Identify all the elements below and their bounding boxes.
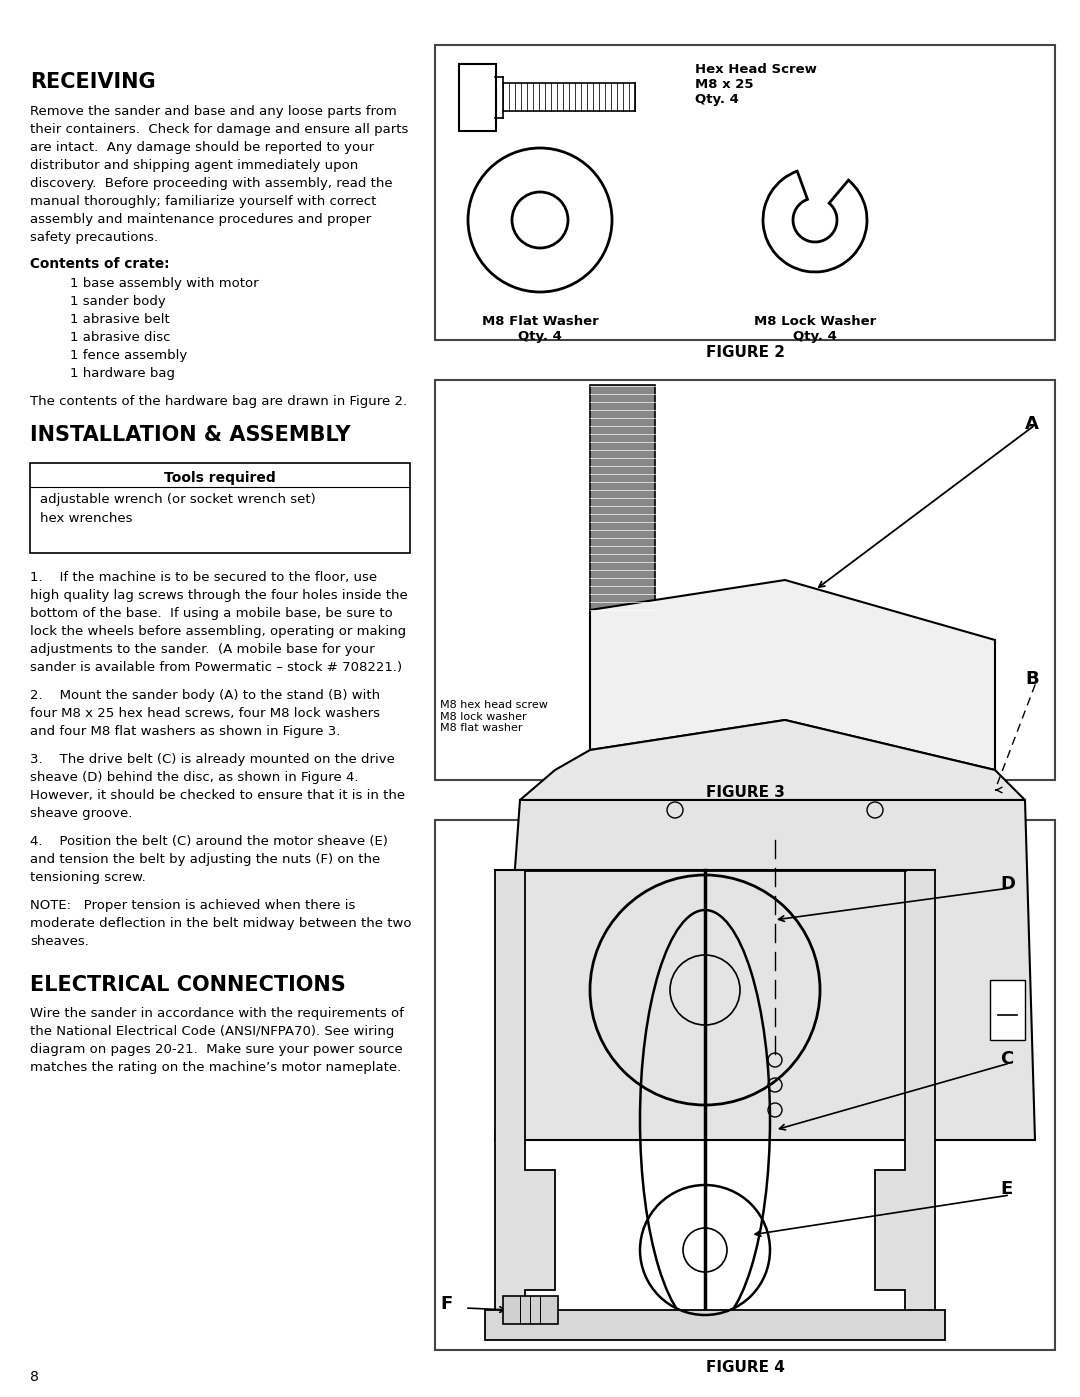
Text: distributor and shipping agent immediately upon: distributor and shipping agent immediate… <box>30 159 359 172</box>
Text: Remove the sander and base and any loose parts from: Remove the sander and base and any loose… <box>30 105 396 117</box>
Polygon shape <box>590 580 995 770</box>
Text: 8: 8 <box>30 1370 39 1384</box>
Bar <box>990 981 1025 1039</box>
FancyBboxPatch shape <box>459 64 496 131</box>
Text: 1 abrasive belt: 1 abrasive belt <box>70 313 170 326</box>
Text: sheave groove.: sheave groove. <box>30 807 133 820</box>
Text: sheaves.: sheaves. <box>30 935 89 949</box>
Text: M8 Lock Washer
Qty. 4: M8 Lock Washer Qty. 4 <box>754 314 876 344</box>
Text: 2.    Mount the sander body (A) to the stand (B) with: 2. Mount the sander body (A) to the stan… <box>30 689 380 703</box>
Polygon shape <box>495 870 555 1320</box>
Text: the National Electrical Code (ANSI/NFPA70). See wiring: the National Electrical Code (ANSI/NFPA7… <box>30 1025 394 1038</box>
Text: tensioning screw.: tensioning screw. <box>30 870 146 884</box>
Polygon shape <box>485 1310 945 1340</box>
Text: F: F <box>440 1295 453 1313</box>
Polygon shape <box>495 800 1035 1140</box>
Text: ELECTRICAL CONNECTIONS: ELECTRICAL CONNECTIONS <box>30 975 346 995</box>
Text: sheave (D) behind the disc, as shown in Figure 4.: sheave (D) behind the disc, as shown in … <box>30 771 359 784</box>
Text: moderate deflection in the belt midway between the two: moderate deflection in the belt midway b… <box>30 916 411 930</box>
Bar <box>590 386 654 610</box>
Bar <box>30 462 410 553</box>
Text: 1.    If the machine is to be secured to the floor, use: 1. If the machine is to be secured to th… <box>30 571 377 584</box>
Bar <box>435 820 1055 1350</box>
Bar <box>503 1296 558 1324</box>
Text: hex wrenches: hex wrenches <box>40 511 133 525</box>
Text: four M8 x 25 hex head screws, four M8 lock washers: four M8 x 25 hex head screws, four M8 lo… <box>30 707 380 719</box>
Text: adjustments to the sander.  (A mobile base for your: adjustments to the sander. (A mobile bas… <box>30 643 375 657</box>
Text: high quality lag screws through the four holes inside the: high quality lag screws through the four… <box>30 590 408 602</box>
Text: M8 hex head screw
M8 lock washer
M8 flat washer: M8 hex head screw M8 lock washer M8 flat… <box>440 700 548 733</box>
Text: The contents of the hardware bag are drawn in Figure 2.: The contents of the hardware bag are dra… <box>30 395 407 408</box>
Text: safety precautions.: safety precautions. <box>30 231 158 244</box>
Text: matches the rating on the machine’s motor nameplate.: matches the rating on the machine’s moto… <box>30 1060 402 1074</box>
Text: Wire the sander in accordance with the requirements of: Wire the sander in accordance with the r… <box>30 1007 404 1020</box>
Text: M8 Flat Washer
Qty. 4: M8 Flat Washer Qty. 4 <box>482 314 598 344</box>
Text: B: B <box>1025 671 1039 687</box>
Text: NOTE:   Proper tension is achieved when there is: NOTE: Proper tension is achieved when th… <box>30 900 355 912</box>
Text: Tools required: Tools required <box>164 471 275 485</box>
Text: FIGURE 3: FIGURE 3 <box>705 785 784 800</box>
Text: sander is available from Powermatic – stock # 708221.): sander is available from Powermatic – st… <box>30 661 402 673</box>
Text: 1 hardware bag: 1 hardware bag <box>70 367 175 380</box>
Bar <box>435 380 1055 780</box>
Text: diagram on pages 20-21.  Make sure your power source: diagram on pages 20-21. Make sure your p… <box>30 1044 403 1056</box>
Text: D: D <box>1000 875 1015 893</box>
Text: bottom of the base.  If using a mobile base, be sure to: bottom of the base. If using a mobile ba… <box>30 608 393 620</box>
Text: adjustable wrench (or socket wrench set): adjustable wrench (or socket wrench set) <box>40 493 315 506</box>
Text: Hex Head Screw
M8 x 25
Qty. 4: Hex Head Screw M8 x 25 Qty. 4 <box>696 63 816 106</box>
Text: RECEIVING: RECEIVING <box>30 73 156 92</box>
Text: A: A <box>1025 415 1039 433</box>
Text: C: C <box>1000 1051 1013 1067</box>
Text: 4.    Position the belt (C) around the motor sheave (E): 4. Position the belt (C) around the moto… <box>30 835 388 848</box>
Text: are intact.  Any damage should be reported to your: are intact. Any damage should be reporte… <box>30 141 374 154</box>
Text: lock the wheels before assembling, operating or making: lock the wheels before assembling, opera… <box>30 624 406 638</box>
Text: 3.    The drive belt (C) is already mounted on the drive: 3. The drive belt (C) is already mounted… <box>30 753 395 766</box>
Text: E: E <box>1000 1180 1012 1199</box>
Text: their containers.  Check for damage and ensure all parts: their containers. Check for damage and e… <box>30 123 408 136</box>
Text: 1 fence assembly: 1 fence assembly <box>70 349 187 362</box>
Text: 1 sander body: 1 sander body <box>70 295 165 307</box>
Text: Contents of crate:: Contents of crate: <box>30 257 170 271</box>
Text: and tension the belt by adjusting the nuts (F) on the: and tension the belt by adjusting the nu… <box>30 854 380 866</box>
Text: manual thoroughly; familiarize yourself with correct: manual thoroughly; familiarize yourself … <box>30 196 376 208</box>
Text: assembly and maintenance procedures and proper: assembly and maintenance procedures and … <box>30 212 372 226</box>
Text: 1 abrasive disc: 1 abrasive disc <box>70 331 171 344</box>
Text: However, it should be checked to ensure that it is in the: However, it should be checked to ensure … <box>30 789 405 802</box>
Text: discovery.  Before proceeding with assembly, read the: discovery. Before proceeding with assemb… <box>30 177 393 190</box>
Text: FIGURE 4: FIGURE 4 <box>705 1361 784 1375</box>
Text: and four M8 flat washers as shown in Figure 3.: and four M8 flat washers as shown in Fig… <box>30 725 340 738</box>
Text: 1 base assembly with motor: 1 base assembly with motor <box>70 277 258 291</box>
Bar <box>435 45 1055 339</box>
Polygon shape <box>875 870 935 1320</box>
Text: FIGURE 2: FIGURE 2 <box>705 345 784 360</box>
Polygon shape <box>519 719 1025 800</box>
Text: INSTALLATION & ASSEMBLY: INSTALLATION & ASSEMBLY <box>30 425 351 446</box>
